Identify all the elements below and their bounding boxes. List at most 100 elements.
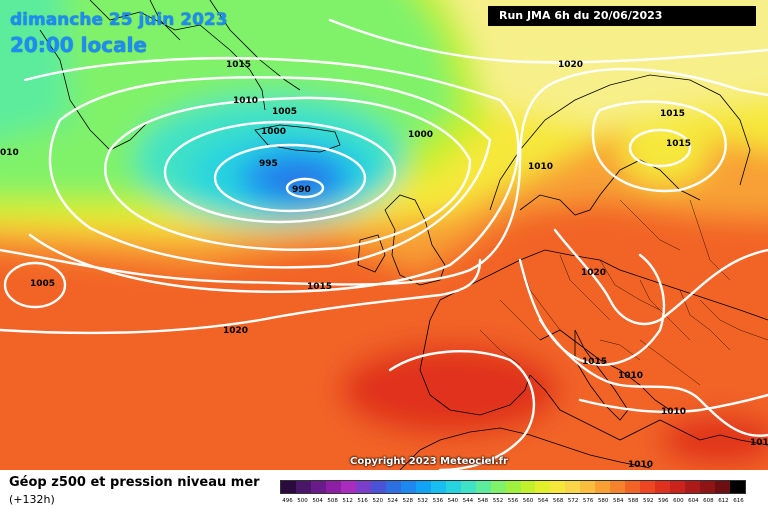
colorbar-swatch <box>445 481 461 493</box>
isobar-label: 1005 <box>272 107 297 117</box>
colorbar-swatch <box>460 481 476 493</box>
colorbar-tick-label: 504 <box>312 498 323 504</box>
isobar-label: 1000 <box>408 130 433 140</box>
isobar-label: 995 <box>259 159 278 169</box>
isobar-1015-atlantic <box>0 67 768 286</box>
colorbar-tick-label: 560 <box>522 498 534 504</box>
colorbar-swatch <box>475 481 491 493</box>
isobar-label: 1015 <box>226 60 251 70</box>
copyright-notice: Copyright 2023 Meteociel.fr <box>350 456 508 467</box>
colorbar-tick-label: 572 <box>567 498 579 504</box>
colorbar-swatch <box>700 481 716 493</box>
colorbar-swatch <box>385 481 401 493</box>
isobar-label: 1010 <box>528 162 553 172</box>
colorbar-swatch <box>655 481 671 493</box>
colorbar-swatch <box>281 481 296 493</box>
borders <box>479 199 768 386</box>
colorbar-tick-label: 616 <box>733 498 744 504</box>
isobar-label: 1005 <box>30 279 55 289</box>
isobar-1015-europe <box>518 253 666 366</box>
colorbar-tick-label: 556 <box>507 498 519 504</box>
colorbar-swatch <box>550 481 566 493</box>
colorbar-tick-label: 536 <box>432 498 444 504</box>
colorbar-tick-label: 584 <box>612 498 624 504</box>
scandinavia-coast <box>489 74 751 216</box>
isobar-1005 <box>48 76 492 269</box>
isobar-1015-scand-outer <box>591 100 727 193</box>
colorbar-tick-label: 608 <box>703 498 714 504</box>
colorbar-tick-label: 548 <box>477 498 489 504</box>
colorbar-swatch <box>430 481 446 493</box>
colorbar-tick-label: 552 <box>492 498 504 504</box>
run-info-badge: Run JMA 6h du 20/06/2023 <box>488 6 756 26</box>
isobar-995 <box>213 143 367 213</box>
colorbar-swatch <box>580 481 596 493</box>
colorbar-tick-label: 516 <box>357 498 368 504</box>
isobar-1010-balkans <box>538 318 768 437</box>
isobar-label: 1015 <box>582 357 607 367</box>
isobar-1020-europe <box>553 228 768 326</box>
isobar-label: 1015 <box>307 282 332 292</box>
colorbar-tick-label: 528 <box>402 498 414 504</box>
colorbar-tick-label: 544 <box>462 498 474 504</box>
field-darkred-iberia <box>340 345 560 435</box>
isobar-label: 1015 <box>666 139 691 149</box>
greenland-coast <box>39 0 301 151</box>
colorbar-swatch <box>595 481 611 493</box>
colorbar-tick-label: 568 <box>552 498 564 504</box>
isobar-label: 1010 <box>661 407 686 417</box>
colorbar-swatch <box>610 481 626 493</box>
isobar-label: 1010 <box>618 371 643 381</box>
isobar-label: 1020 <box>581 268 606 278</box>
colorbar-tick-label: 580 <box>597 498 609 504</box>
field-darkred-south <box>660 415 768 465</box>
colorbar-tick-label: 532 <box>417 498 429 504</box>
isobar-1000-outer <box>103 96 472 251</box>
europe-coast <box>419 249 768 446</box>
colorbar-swatch <box>730 481 746 493</box>
colorbar-tick-label: 500 <box>297 498 308 504</box>
colorbar-tick-label: 612 <box>718 498 729 504</box>
field-northwest-green <box>0 0 70 138</box>
legend-title: Géop z500 et pression niveau mer <box>9 475 260 490</box>
italy-coast <box>574 329 629 421</box>
isobar-label: 1020 <box>223 326 248 336</box>
isobar-990 <box>285 177 325 199</box>
colorbar-tick-label: 600 <box>673 498 684 504</box>
colorbar-swatch <box>340 481 356 493</box>
isobar-1020-north <box>328 18 768 64</box>
isobar-label: 1010 <box>233 96 258 106</box>
isobar-label: 1010 <box>628 460 653 470</box>
isobar-1015-scand-inner <box>628 128 692 168</box>
colorbar-tick-label: 520 <box>372 498 383 504</box>
colorbar-tick-label: 508 <box>327 498 338 504</box>
isobar-labels: 1015 1010 1005 1000 995 990 1000 010 102… <box>0 60 768 470</box>
colorbar-swatch <box>505 481 521 493</box>
isobar-label: 010 <box>0 148 19 158</box>
colorbar-swatch <box>415 481 431 493</box>
colorbar-swatch <box>565 481 581 493</box>
isobar-label: 990 <box>292 185 311 195</box>
isobar-label: 1010 <box>750 438 768 448</box>
colorbar-swatch <box>520 481 536 493</box>
colorbar-tick-label: 604 <box>688 498 699 504</box>
colorbar-swatch <box>640 481 656 493</box>
colorbar-swatch <box>400 481 416 493</box>
z500-colorbar <box>280 480 746 494</box>
isobar-label: 1015 <box>660 109 685 119</box>
geopotential-map: 1015 1010 1005 1000 995 990 1000 010 102… <box>0 0 768 470</box>
isobars <box>0 18 768 470</box>
colorbar-swatch <box>685 481 701 493</box>
colorbar-swatch <box>355 481 371 493</box>
colorbar-tick-label: 540 <box>447 498 459 504</box>
colorbar-tick-label: 524 <box>387 498 398 504</box>
colorbar-ticks: 496 500 504 508 512 516 520 524 528 532 536 540 544 5… <box>280 498 768 510</box>
isobar-1010-greenland <box>23 56 520 293</box>
colorbar-tick-label: 592 <box>643 498 654 504</box>
coastlines <box>39 0 768 470</box>
border-lines <box>479 199 768 386</box>
colorbar-swatch <box>715 481 731 493</box>
forecast-time: 20:00 locale <box>10 33 147 57</box>
colorbar-tick-label: 588 <box>628 498 639 504</box>
colorbar-tick-label: 596 <box>658 498 669 504</box>
